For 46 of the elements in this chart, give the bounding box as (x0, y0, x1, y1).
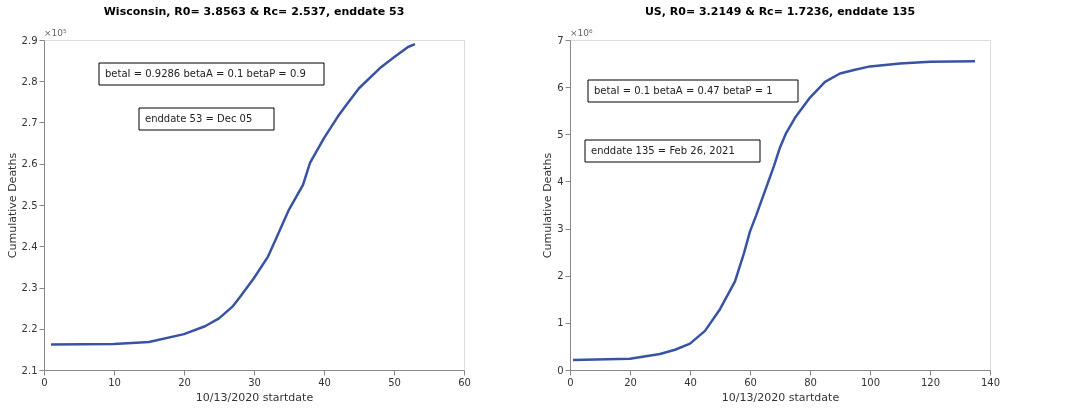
y-tick-label: 0 (557, 364, 564, 376)
x-tick-label: 10 (108, 376, 121, 388)
y-tick-label: 5 (557, 128, 564, 140)
y-tick-label: 2.9 (21, 34, 38, 46)
y-tick-label: 2.8 (21, 75, 38, 87)
x-tick-label: 40 (684, 376, 697, 388)
x-tick-label: 80 (804, 376, 817, 388)
x-tick-label: 120 (920, 376, 941, 388)
x-tick-label: 60 (458, 376, 471, 388)
line-series (571, 59, 977, 362)
x-tick-label: 40 (318, 376, 331, 388)
y-tick-label: 2.3 (21, 282, 38, 293)
y-axis-title: Cumulative Deaths (541, 152, 555, 259)
x-tick-label: 0 (567, 376, 574, 388)
x-tick-label: 0 (41, 376, 48, 388)
text: ×10⁶ (570, 28, 593, 38)
y-tick-label: 2.6 (21, 158, 38, 170)
y-tick-label: 4 (557, 175, 564, 187)
text: ×10⁵ (44, 28, 67, 38)
x-axis-title: 10/13/2020 startdate (721, 390, 840, 404)
x-tick-label: 20 (178, 376, 191, 388)
y-tick-label: 2.7 (21, 117, 38, 128)
chart-title: US, R0= 3.2149 & Rc= 1.7236, enddate 135 (644, 5, 916, 18)
x-axis-title: 10/13/2020 startdate (195, 390, 314, 404)
y-tick-label: 3 (557, 223, 564, 235)
y-tick-label: 6 (557, 81, 564, 93)
y-tick-label: 7 (557, 34, 564, 46)
x-tick-label: 50 (388, 376, 401, 388)
line-series (49, 42, 417, 346)
y-tick-label: 2 (557, 270, 564, 282)
x-tick-label: 100 (860, 376, 881, 388)
x-tick-label: 30 (248, 376, 261, 388)
annotation: betaI = 0.1 betaA = 0.47 betaP = 1 (594, 85, 773, 96)
x-tick-label: 60 (744, 376, 757, 388)
y-tick-label: 1 (557, 317, 564, 329)
annotation: enddate 53 = Dec 05 (145, 113, 253, 124)
annotation: enddate 135 = Feb 26, 2021 (591, 145, 735, 156)
y-tick-label: 2.5 (21, 199, 38, 211)
chart-title: Wisconsin, R0= 3.8563 & Rc= 2.537, enddate 53 (103, 5, 405, 18)
x-tick-label: 20 (624, 376, 637, 388)
x-tick-label: 140 (980, 376, 1001, 388)
y-axis-title: Cumulative Deaths (5, 152, 19, 259)
y-tick-label: 2.4 (21, 240, 38, 252)
y-tick-label: 2.1 (21, 364, 38, 376)
annotation: betaI = 0.9286 betaA = 0.1 betaP = 0.9 (105, 68, 306, 79)
y-tick-label: 2.2 (21, 323, 38, 335)
